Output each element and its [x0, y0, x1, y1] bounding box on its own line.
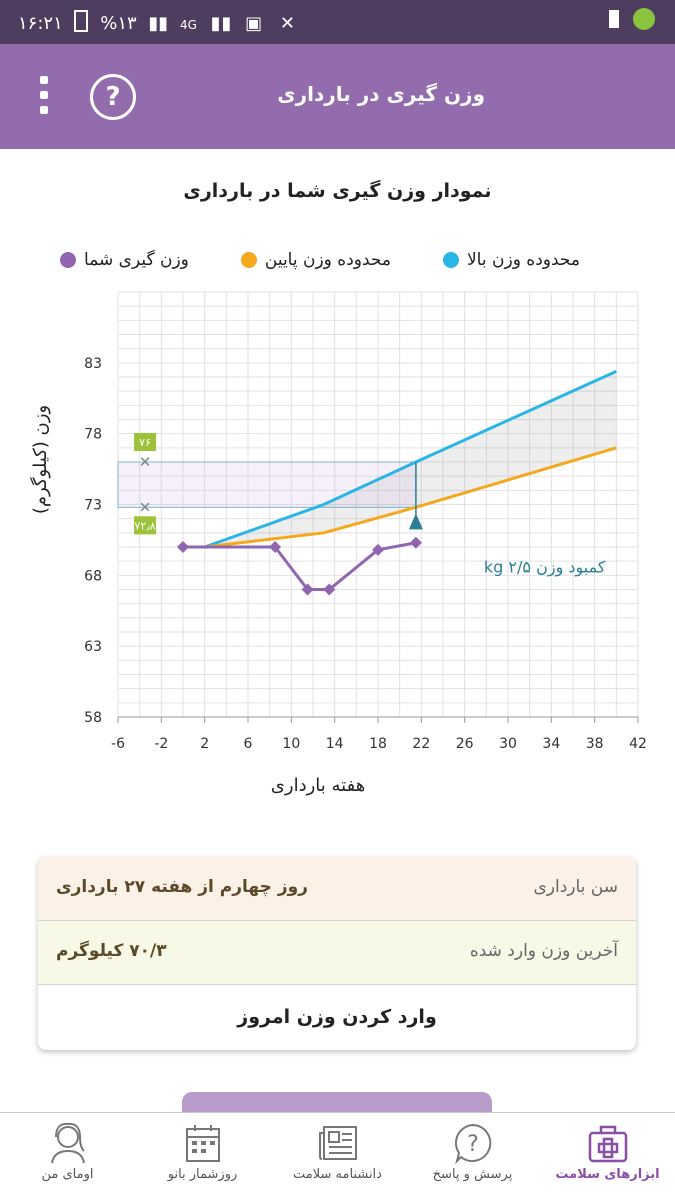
sim-icon: ▣ [245, 13, 264, 34]
nav-tab-health-tools[interactable]: ابزارهای سلامت [540, 1113, 675, 1201]
status-battery: %۱۳ [100, 13, 137, 34]
x-tick-label: -6 [111, 736, 125, 752]
x-tick-label: 26 [456, 736, 474, 752]
y-tick-label: 58 [84, 710, 102, 726]
x-tick-label: 18 [369, 736, 387, 752]
battery-icon [74, 10, 89, 32]
marker-badge [134, 433, 157, 451]
data-point-you [372, 543, 384, 556]
pregnancy-age-value: روز چهارم از هفته ۲۷ بارداری [56, 877, 308, 897]
calendar-icon [185, 1125, 220, 1162]
status-time: ۱۶:۲۱ [18, 13, 63, 34]
x-tick-label: 42 [629, 736, 647, 752]
deficit-arrow [408, 513, 423, 530]
weight-chart: -6 -2 2 6 10 14 18 22 26 30 34 38 42586368737883هفته… [29, 291, 647, 796]
last-weight-row: آخرین وزن وارد شده ۷۰/۳ کیلوگرم [38, 921, 636, 985]
data-point-you [269, 541, 282, 553]
legend-item-you: وزن گیری شما [60, 250, 189, 270]
data-point-you [409, 536, 422, 549]
series-line-lower [204, 446, 617, 549]
target-range-box [117, 461, 417, 508]
kebab-menu-icon[interactable] [34, 76, 54, 120]
marker-label: ۷۲٫۸ [134, 519, 155, 532]
y-tick-label: 73 [84, 498, 102, 514]
page-title: وزن گیری در بارداری [277, 82, 485, 106]
x-tick-label: 34 [542, 736, 560, 752]
data-point-you [177, 541, 189, 553]
y-axis-label: وزن (کیلوگرم) [29, 405, 51, 514]
legend-dot-lower [240, 252, 257, 268]
nav-tab-calendar[interactable]: روزشمار بانو [135, 1113, 270, 1201]
legend-dot-upper [442, 252, 459, 268]
enter-weight-button[interactable]: وارد کردن وزن امروز [237, 1006, 437, 1028]
last-weight-label: آخرین وزن وارد شده [469, 941, 618, 961]
x-tick-label: 30 [499, 736, 517, 752]
y-tick-label: 78 [84, 427, 102, 443]
status-network: 4G [179, 18, 198, 32]
pregnancy-age-label: سن بارداری [533, 877, 618, 897]
last-weight-value: ۷۰/۳ کیلوگرم [56, 941, 167, 961]
x-tick-label: 38 [586, 736, 604, 752]
mute-icon: ✕ [279, 13, 297, 34]
range-band [204, 371, 617, 547]
marker-x: ✕ [139, 498, 152, 516]
data-point-you [323, 583, 336, 596]
chart-title: نمودار وزن گیری شما در بارداری [183, 180, 492, 202]
nav-tab-qa[interactable]: ? پرسش و پاسخ [405, 1113, 540, 1201]
marker-upper: ✕ ۷۶ [134, 433, 157, 471]
medical-kit-icon [588, 1125, 627, 1163]
marker-label: ۷۶ [139, 436, 151, 449]
bottom-nav: اومای من روزشمار بانو دانشنامه سلامت ? پ… [0, 1112, 675, 1201]
x-tick-label: 2 [200, 736, 209, 752]
series-line-you [183, 541, 417, 591]
data-point-you [301, 583, 314, 596]
x-tick-label: 10 [282, 736, 300, 752]
svg-text:?: ? [467, 1132, 479, 1157]
pregnancy-age-row: سن بارداری روز چهارم از هفته ۲۷ بارداری [38, 857, 636, 921]
legend-item-upper: محدوده وزن بالا [442, 250, 580, 270]
app-bar: ? وزن گیری در بارداری [0, 44, 675, 149]
y-tick-label: 68 [84, 568, 102, 584]
marker-badge [134, 516, 157, 535]
y-tick-label: 63 [84, 639, 102, 655]
marker-x: ✕ [139, 453, 152, 471]
question-circle-icon[interactable]: ? [90, 74, 136, 120]
battery-alert-icon [609, 10, 619, 28]
chart-legend: محدوده وزن بالا محدوده وزن پایین وزن گیر… [60, 250, 580, 270]
x-tick-label: 14 [326, 736, 344, 752]
x-axis-label: هفته بارداری [271, 775, 365, 796]
marker-lower: ✕ ۷۲٫۸ [134, 498, 157, 535]
legend-item-lower: محدوده وزن پایین [240, 250, 391, 270]
newspaper-icon [318, 1126, 357, 1160]
legend-dot-you [60, 252, 77, 268]
x-tick-label: 6 [244, 736, 253, 752]
nav-tab-encyclopedia[interactable]: دانشنامه سلامت [270, 1113, 405, 1201]
avatar-icon [50, 1122, 85, 1164]
series-line-upper [204, 369, 617, 549]
deficit-annotation: کمبود وزن ۲/۵ kg [484, 557, 606, 577]
signal-icon: ▮▮ [148, 13, 169, 34]
y-tick-label: 83 [84, 356, 102, 372]
x-tick-label: -2 [154, 736, 168, 752]
app-logo-icon [633, 8, 655, 30]
question-bubble-icon: ? [454, 1123, 491, 1165]
info-card: سن بارداری روز چهارم از هفته ۲۷ بارداری … [38, 857, 636, 1050]
status-left: ۱۶:۲۱ %۱۳ ▮▮ 4G ▮▮ ▣ ✕ [18, 10, 296, 34]
status-bar: ۱۶:۲۱ %۱۳ ▮▮ 4G ▮▮ ▣ ✕ [0, 0, 675, 44]
status-right [609, 8, 655, 30]
x-tick-label: 22 [412, 736, 430, 752]
nav-tab-profile[interactable]: اومای من [0, 1113, 135, 1201]
signal2-icon: ▮▮ [210, 13, 233, 34]
